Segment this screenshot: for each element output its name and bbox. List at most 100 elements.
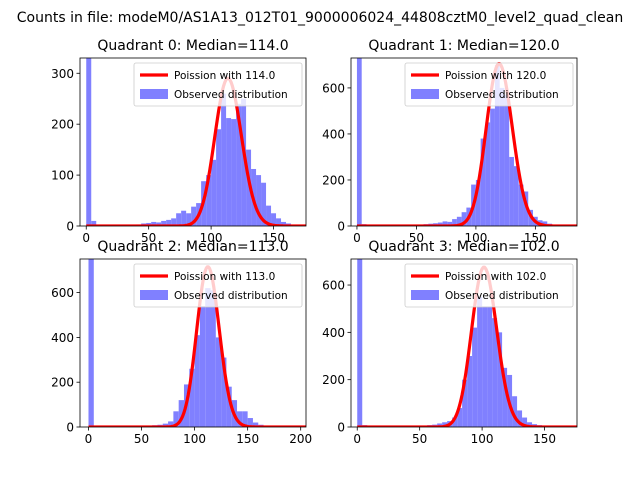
histogram-bar: [156, 222, 162, 226]
histogram-bar: [480, 138, 486, 226]
legend: Poission with 102.0 Observed distribution: [404, 263, 574, 308]
y-tick-label: 200: [322, 373, 345, 387]
histogram-bar: [206, 175, 212, 226]
histogram-bar: [271, 213, 277, 226]
legend-label-poisson: Poission with 102.0: [445, 271, 546, 283]
x-tick-label: 100: [183, 432, 206, 446]
plot-area: [85, 58, 306, 226]
x-tick-label: 0: [85, 432, 93, 446]
x-tick-label: 150: [236, 432, 259, 446]
legend-label-observed: Observed distribution: [174, 290, 288, 302]
histogram-bar: [231, 119, 237, 226]
histogram-bar: [477, 296, 483, 427]
histogram-bar: [91, 220, 97, 226]
legend-patch-swatch: [411, 89, 439, 99]
histogram-bar: [499, 87, 505, 226]
histogram-bar: [247, 418, 253, 427]
histogram-bar: [173, 411, 179, 427]
histogram-bar: [189, 368, 195, 427]
histogram-bar: [472, 327, 478, 427]
x-tick-label: 100: [464, 231, 487, 245]
legend: Poission with 120.0 Observed distribution: [404, 62, 574, 107]
legend-label-observed: Observed distribution: [174, 89, 288, 101]
subplot-quadrant-1: 0 50 100 150 0 200 400 600 Quadrant 1: Median=12…: [322, 38, 578, 245]
plot-area: [356, 58, 577, 226]
histogram-bar: [241, 98, 247, 226]
poisson-curve: [87, 265, 306, 427]
y-tick-label: 100: [51, 169, 74, 183]
y-tick-label: 600: [322, 81, 345, 95]
histogram-bar: [242, 411, 248, 427]
histogram-bar: [437, 222, 443, 226]
histogram-bar: [482, 306, 488, 427]
histogram-bar: [181, 210, 187, 226]
histogram-bar: [176, 213, 182, 226]
histogram-bar: [194, 335, 200, 427]
histogram-bar: [281, 221, 287, 226]
histogram-bar: [357, 259, 363, 427]
subplot-title: Quadrant 0: Median=114.0: [97, 38, 288, 54]
histogram-bar: [151, 221, 157, 226]
histogram-bar: [542, 221, 548, 226]
histogram-bar: [509, 156, 514, 226]
x-tick-label: 50: [412, 432, 427, 446]
x-tick-label: 0: [82, 231, 90, 245]
legend-patch-swatch: [140, 290, 168, 300]
histogram-bar: [504, 94, 510, 226]
histogram-bar: [527, 422, 533, 427]
y-tick-label: 0: [337, 421, 345, 435]
histogram-bar: [497, 332, 503, 427]
histogram-bar: [237, 411, 243, 427]
histogram-bar: [162, 423, 169, 427]
histogram-bar: [437, 423, 443, 427]
y-tick-label: 200: [51, 376, 74, 390]
axes-frame: [79, 258, 307, 428]
legend-frame: [133, 62, 303, 107]
histogram-bar: [226, 118, 232, 226]
subplot-quadrant-3: 0 50 100 150 0 200 400 600 Quadrant 3: Median=10…: [322, 239, 578, 446]
histogram-bar: [199, 306, 206, 427]
y-tick-label: 200: [322, 173, 345, 187]
x-tick-label: 50: [134, 432, 149, 446]
x-tick-label: 150: [262, 231, 285, 245]
poisson-curve: [356, 62, 577, 226]
histogram-bar: [467, 356, 473, 427]
x-tick-label: 100: [471, 432, 494, 446]
x-tick-label: 0: [353, 231, 361, 245]
histogram-bar: [178, 400, 184, 427]
histogram-bar: [492, 318, 498, 427]
axes-frame: [350, 258, 578, 428]
histogram-bar: [475, 179, 481, 226]
histogram-bar: [461, 212, 467, 226]
histogram-bar: [502, 367, 508, 427]
y-tick-label: 300: [51, 67, 74, 81]
subplot-grid: 0 50 100 150 0 100 200 300 Quadrant 0: Median=11…: [51, 38, 578, 446]
histogram-bar: [216, 129, 222, 226]
x-tick-label: 50: [409, 231, 424, 245]
poisson-curve: [85, 76, 306, 226]
y-tick-label: 400: [322, 326, 345, 340]
histogram-bar: [522, 417, 528, 427]
legend: Poission with 114.0 Observed distribution: [133, 62, 303, 107]
histogram-bar: [191, 206, 197, 226]
histogram-bar: [210, 290, 216, 427]
legend-label-poisson: Poission with 120.0: [445, 70, 546, 82]
histogram-bar: [256, 175, 262, 226]
histogram-bar: [215, 337, 222, 427]
plot-area: [87, 259, 306, 427]
histogram-bar: [88, 259, 94, 427]
subplot-quadrant-0: 0 50 100 150 0 100 200 300 Quadrant 0: Median=11…: [51, 38, 307, 245]
x-tick-label: 0: [353, 432, 361, 446]
legend-frame: [133, 263, 303, 308]
axes-frame: [79, 57, 307, 227]
y-tick-label: 0: [337, 220, 345, 234]
axes-frame: [350, 57, 578, 227]
histogram-bar: [221, 93, 227, 226]
legend: Poission with 113.0 Observed distribution: [133, 263, 303, 308]
histogram-bar: [186, 213, 192, 226]
subplot-quadrant-2: 0 50 100 150 200 0 200 400 600 Quadrant 2: Median…: [51, 239, 312, 446]
histogram-bar: [494, 64, 500, 226]
histogram-bar: [246, 149, 252, 226]
histogram-bar: [171, 218, 177, 226]
